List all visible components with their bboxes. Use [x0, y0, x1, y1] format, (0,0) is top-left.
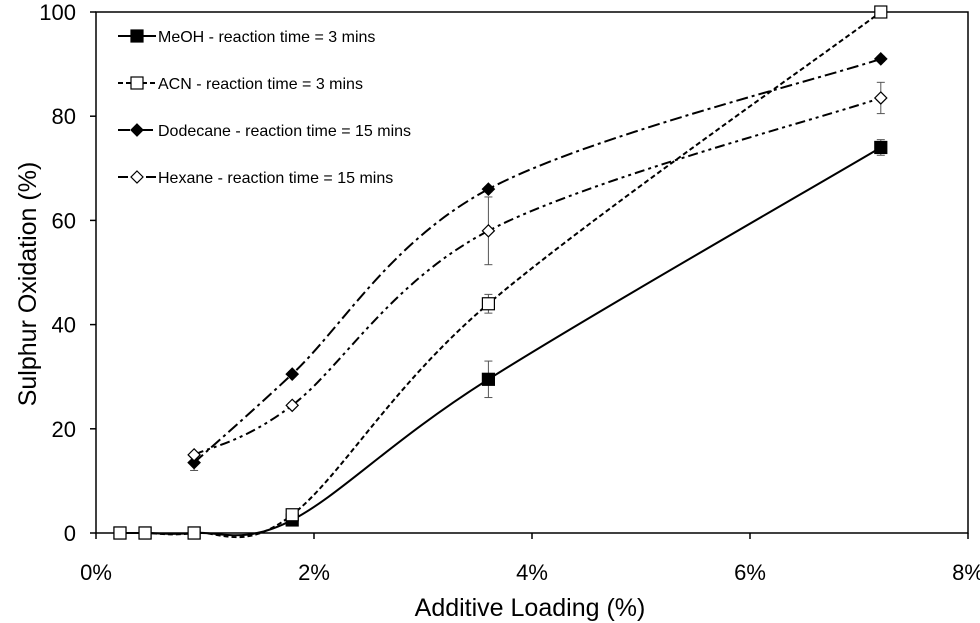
legend-label: MeOH - reaction time = 3 mins — [158, 29, 375, 46]
data-point — [285, 508, 299, 522]
y-tick-label: 40 — [52, 313, 76, 338]
data-points — [113, 5, 888, 540]
series-line-1 — [119, 11, 882, 539]
legend-marker — [130, 29, 144, 43]
data-point — [113, 526, 127, 540]
x-tick-labels: 0% 2% 4% 6% 8% — [80, 560, 980, 585]
y-tick-label: 0 — [64, 521, 76, 546]
data-point — [481, 223, 496, 238]
axes — [90, 11, 969, 539]
x-tick-label: 4% — [516, 560, 548, 585]
series-line-3 — [193, 97, 882, 456]
legend: MeOH - reaction time = 3 mins ACN - react… — [118, 29, 411, 187]
legend-marker — [130, 170, 144, 184]
series-lines — [119, 11, 882, 539]
x-tick-label: 2% — [298, 560, 330, 585]
y-tick-label: 20 — [52, 417, 76, 442]
legend-marker — [130, 123, 144, 137]
y-tick-labels: 0 20 40 60 80 100 — [39, 0, 76, 546]
data-point — [873, 52, 888, 66]
data-point — [873, 91, 888, 105]
legend-label: ACN - reaction time = 3 mins — [158, 76, 363, 93]
series-line-0 — [119, 146, 882, 537]
data-point — [138, 526, 152, 540]
y-tick-label: 60 — [52, 208, 76, 233]
y-tick-label: 100 — [39, 0, 76, 25]
data-point — [285, 398, 300, 413]
data-point — [187, 448, 201, 462]
data-point — [187, 455, 201, 470]
legend-label: Hexane - reaction time = 15 mins — [158, 170, 393, 187]
series-line-2 — [193, 57, 882, 464]
x-axis-title: Additive Loading (%) — [415, 594, 646, 622]
data-point — [481, 182, 496, 196]
x-tick-label: 6% — [734, 560, 766, 585]
legend-marker — [130, 76, 144, 90]
x-tick-label: 8% — [952, 560, 980, 585]
data-point — [285, 367, 300, 381]
data-point — [874, 5, 888, 19]
y-axis-title: Sulphur Oxidation (%) — [14, 162, 42, 407]
data-point — [481, 372, 495, 386]
data-point — [874, 140, 888, 155]
x-tick-label: 0% — [80, 560, 112, 585]
data-point — [187, 526, 201, 540]
legend-label: Dodecane - reaction time = 15 mins — [158, 123, 411, 140]
y-tick-label: 80 — [52, 104, 76, 129]
data-point — [481, 297, 495, 311]
